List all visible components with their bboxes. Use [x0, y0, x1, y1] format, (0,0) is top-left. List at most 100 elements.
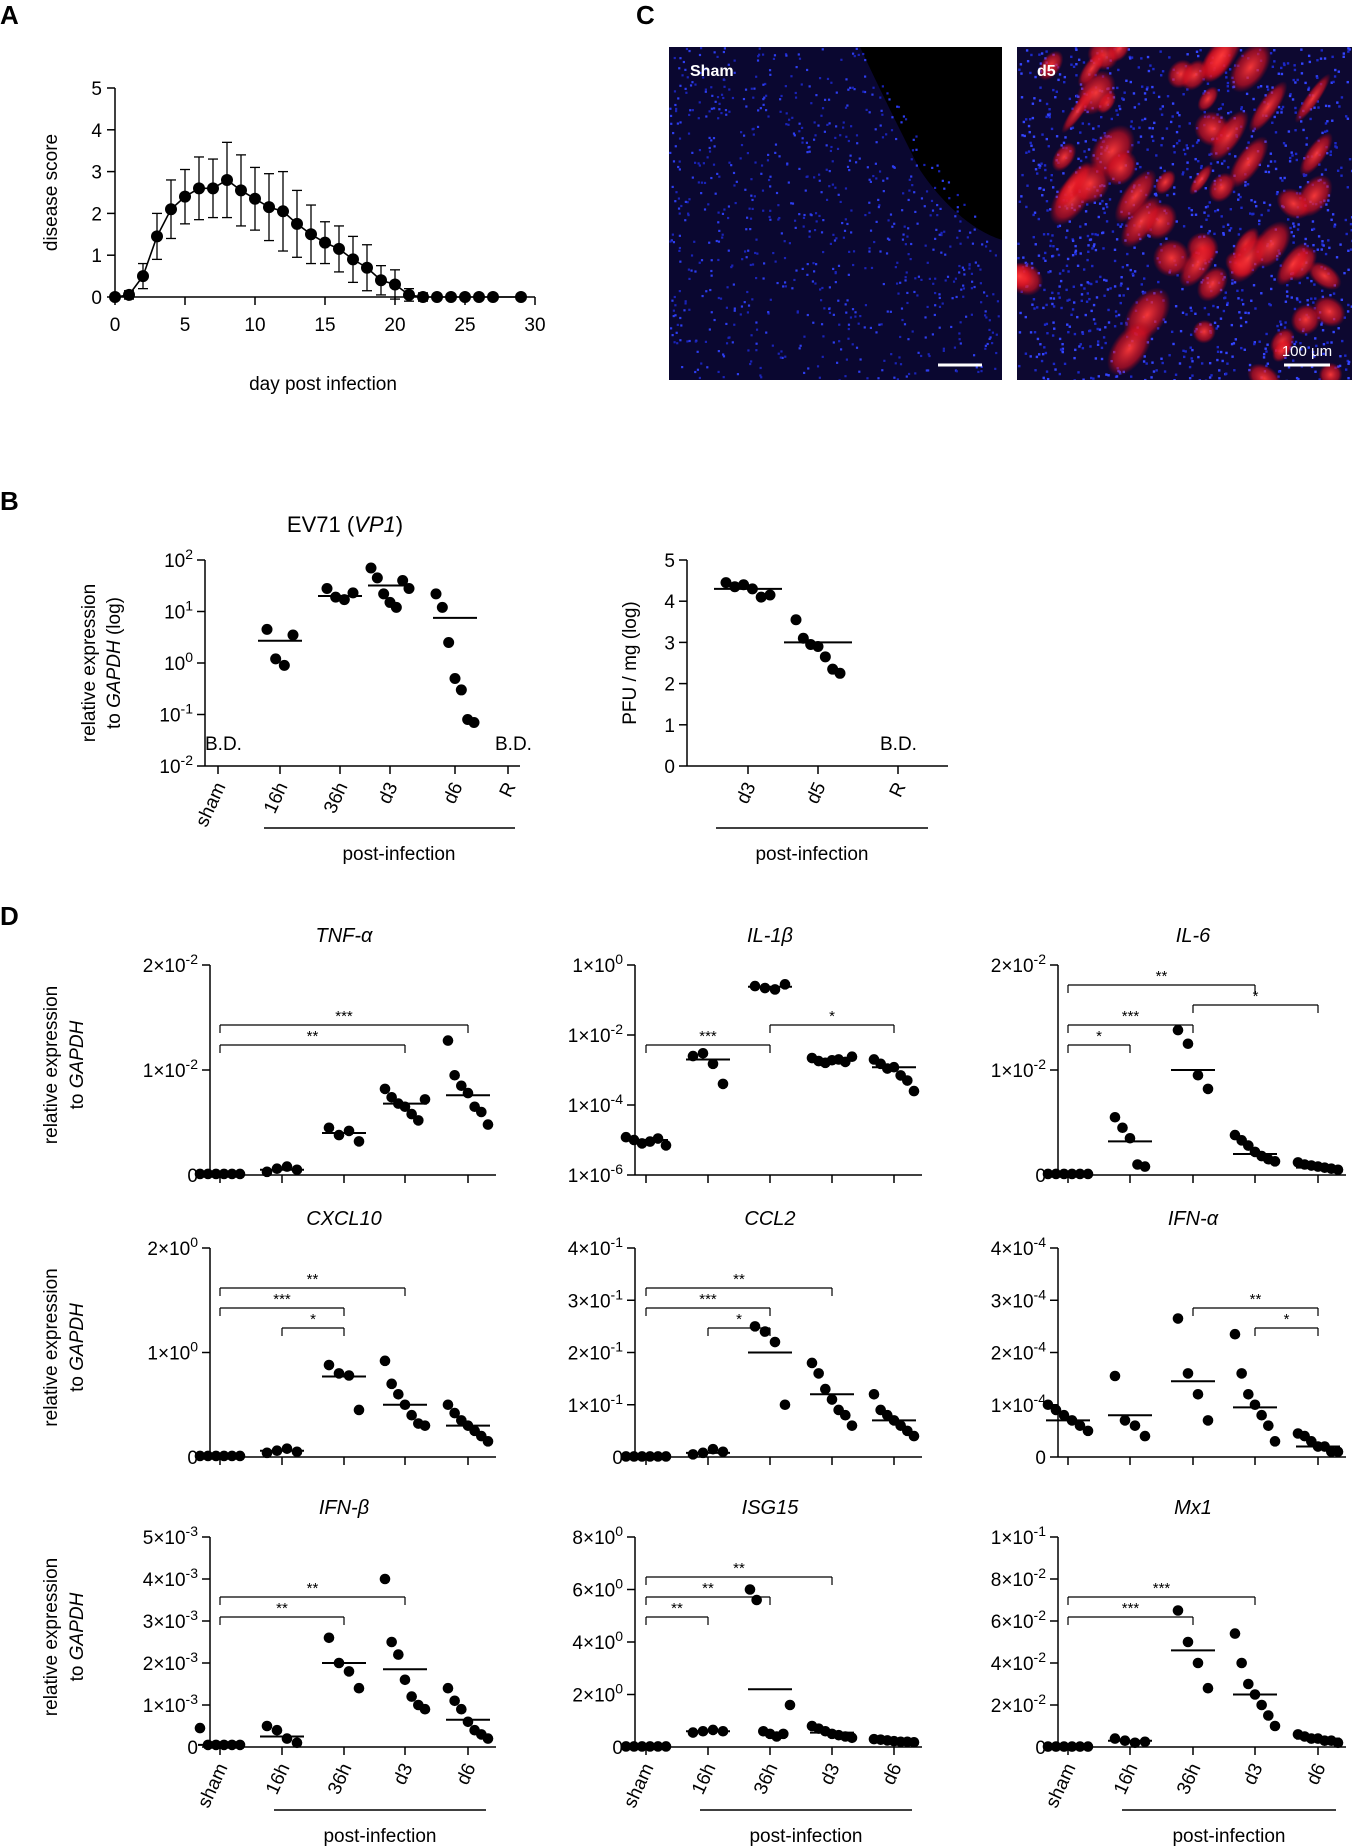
data-point — [487, 291, 499, 303]
nucleus — [1037, 217, 1041, 221]
nucleus — [1253, 200, 1257, 204]
nucleus — [1129, 80, 1132, 84]
nucleus — [804, 189, 807, 192]
nucleus — [1229, 227, 1233, 230]
y-tick-label: 102 — [164, 546, 193, 572]
nucleus — [953, 346, 957, 349]
nucleus — [1200, 362, 1204, 365]
nucleus — [1333, 225, 1336, 228]
nucleus — [1075, 74, 1078, 77]
nucleus — [879, 250, 882, 253]
nucleus — [864, 213, 867, 217]
data-point — [445, 291, 457, 303]
nucleus — [1299, 348, 1303, 351]
nucleus — [1274, 131, 1278, 134]
x-tick-label: 36h — [324, 1760, 356, 1798]
data-point — [759, 1326, 771, 1337]
nucleus — [1226, 85, 1230, 88]
data-point — [277, 205, 289, 218]
x-tick-label: 5 — [180, 315, 191, 336]
nucleus — [971, 280, 974, 283]
nucleus — [1137, 141, 1140, 144]
nucleus — [1312, 227, 1316, 231]
nucleus — [688, 308, 691, 311]
y-tick-label: 0 — [187, 1738, 198, 1759]
nucleus — [688, 49, 691, 53]
nucleus — [828, 286, 832, 289]
nucleus — [1084, 313, 1087, 317]
nucleus — [747, 349, 750, 352]
nucleus — [1228, 229, 1231, 232]
nucleus — [1032, 159, 1035, 162]
nucleus — [751, 207, 754, 211]
nucleus — [868, 247, 871, 250]
nucleus — [1265, 332, 1268, 336]
nucleus — [1347, 362, 1350, 366]
nucleus — [875, 141, 878, 144]
tick-base: 10 — [159, 757, 180, 778]
nucleus — [1257, 222, 1261, 226]
nucleus — [1086, 203, 1089, 206]
nucleus — [1072, 285, 1076, 288]
nucleus — [977, 264, 980, 267]
nucleus — [1267, 164, 1270, 168]
nucleus — [1038, 53, 1041, 56]
nucleus — [1139, 135, 1143, 138]
nucleus — [702, 66, 705, 69]
nucleus — [1258, 219, 1261, 223]
nucleus — [1102, 247, 1105, 250]
data-point — [390, 601, 402, 613]
nucleus — [705, 290, 708, 293]
nucleus — [831, 183, 834, 186]
nucleus — [1279, 323, 1283, 326]
nucleus — [683, 309, 686, 312]
nucleus — [1309, 117, 1312, 121]
nucleus — [893, 222, 896, 225]
significance-bracket: ** — [645, 1271, 833, 1296]
nucleus — [681, 74, 684, 77]
nucleus — [778, 155, 781, 158]
nucleus — [780, 232, 783, 235]
nucleus — [991, 342, 994, 345]
nucleus — [997, 315, 1000, 318]
x-tick-label: d6 — [879, 1760, 907, 1788]
nucleus — [1229, 208, 1233, 211]
nucleus — [700, 362, 703, 365]
nucleus — [847, 139, 850, 143]
nucleus — [1053, 327, 1056, 330]
nucleus — [923, 205, 926, 208]
data-point — [707, 1443, 719, 1455]
nucleus — [1335, 256, 1339, 259]
nucleus — [926, 261, 929, 264]
nucleus — [756, 125, 760, 129]
data-point — [263, 201, 275, 214]
nucleus — [989, 249, 992, 253]
nucleus — [844, 375, 847, 378]
nucleus — [988, 319, 991, 322]
nucleus — [1216, 350, 1220, 353]
nucleus — [963, 268, 966, 271]
nucleus — [958, 332, 961, 335]
chart-title: CXCL10 — [306, 1208, 382, 1230]
tick-mantissa: 4×10 — [143, 1570, 186, 1591]
nucleus — [1283, 176, 1286, 180]
data-point — [1263, 1420, 1274, 1431]
nucleus — [1094, 233, 1097, 236]
nucleus — [1076, 315, 1079, 319]
nucleus — [968, 264, 971, 267]
nucleus — [740, 305, 744, 308]
data-point — [819, 651, 831, 663]
significance-bracket: *** — [1067, 1008, 1194, 1033]
nucleus — [777, 204, 780, 207]
label-part: to — [67, 1371, 88, 1392]
nucleus — [1312, 301, 1315, 304]
data-point — [1192, 1389, 1204, 1400]
tick-mantissa: 2×10 — [143, 956, 186, 977]
nucleus — [911, 184, 914, 187]
nucleus — [1149, 64, 1152, 67]
nucleus — [821, 107, 825, 110]
nucleus — [1050, 127, 1054, 131]
nucleus — [713, 145, 716, 148]
nucleus — [870, 266, 874, 270]
